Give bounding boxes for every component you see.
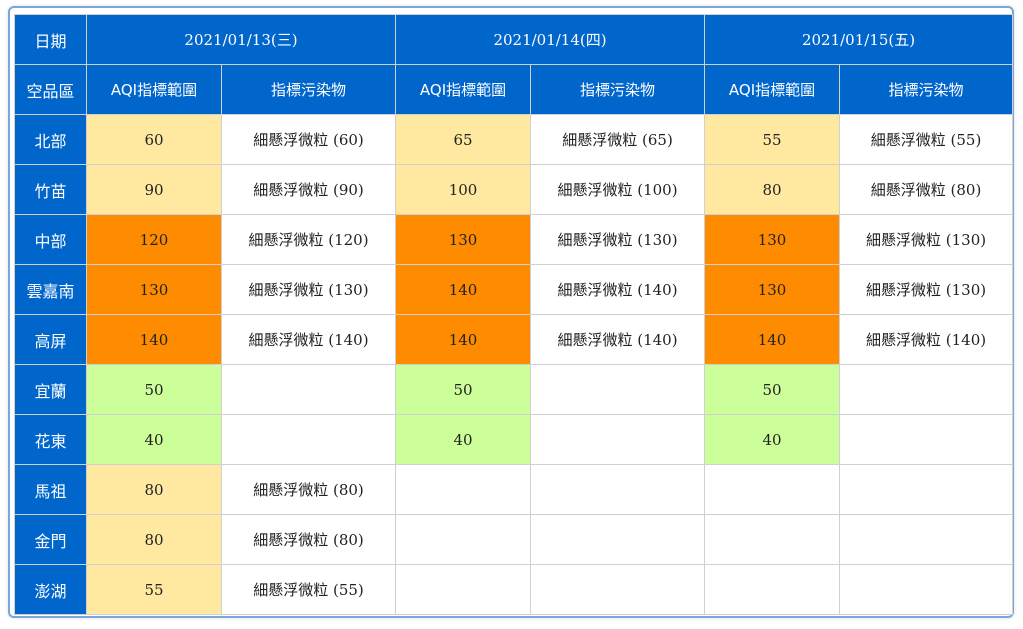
aqi-value-cell: 140 bbox=[395, 264, 532, 315]
aqi-value-cell: 130 bbox=[704, 214, 841, 265]
region-name: 竹苗 bbox=[14, 164, 87, 215]
aqi-value-cell: 80 bbox=[86, 464, 222, 515]
table-row: 中部 120 細懸浮微粒 (120) 130 細懸浮微粒 (130) 130 細懸浮微粒 (… bbox=[14, 214, 1014, 265]
pollutant-cell: 細懸浮微粒 (80) bbox=[220, 514, 397, 565]
aqi-value-cell: 90 bbox=[86, 164, 222, 215]
date-header: 2021/01/15(五) bbox=[704, 14, 1014, 65]
aqi-value-cell: 80 bbox=[704, 164, 841, 215]
table-row: 澎湖 55 細懸浮微粒 (55) bbox=[14, 564, 1014, 615]
aqi-forecast-table: 日期 2021/01/13(三) 2021/01/14(四) 2021/01/1… bbox=[14, 14, 1014, 615]
region-name: 雲嘉南 bbox=[14, 264, 87, 315]
pollutant-cell: 細懸浮微粒 (90) bbox=[220, 164, 397, 215]
aqi-value-cell bbox=[704, 464, 841, 515]
pollutant-cell: 細懸浮微粒 (130) bbox=[220, 264, 397, 315]
pollutant-cell: 細懸浮微粒 (140) bbox=[530, 264, 706, 315]
aqi-value-cell: 140 bbox=[395, 314, 532, 365]
aqi-value-cell: 80 bbox=[86, 514, 222, 565]
aqi-range-header: AQI指標範圍 bbox=[86, 64, 222, 115]
table-row: 高屏 140 細懸浮微粒 (140) 140 細懸浮微粒 (140) 140 細懸浮微粒 (… bbox=[14, 314, 1014, 365]
aqi-value-cell: 140 bbox=[86, 314, 222, 365]
pollutant-cell: 細懸浮微粒 (130) bbox=[839, 264, 1014, 315]
pollutant-cell: 細懸浮微粒 (120) bbox=[220, 214, 397, 265]
pollutant-cell bbox=[839, 364, 1014, 415]
pollutant-cell bbox=[839, 564, 1014, 615]
date-header-row: 日期 2021/01/13(三) 2021/01/14(四) 2021/01/1… bbox=[14, 14, 1014, 65]
aqi-table-body: 北部 60 細懸浮微粒 (60) 65 細懸浮微粒 (65) 55 細懸浮微粒 (55) 竹苗… bbox=[14, 114, 1014, 615]
pollutant-cell: 細懸浮微粒 (55) bbox=[220, 564, 397, 615]
aqi-value-cell: 40 bbox=[395, 414, 532, 465]
pollutant-cell bbox=[530, 464, 706, 515]
table-row: 北部 60 細懸浮微粒 (60) 65 細懸浮微粒 (65) 55 細懸浮微粒 (55) bbox=[14, 114, 1014, 165]
pollutant-cell: 細懸浮微粒 (55) bbox=[839, 114, 1014, 165]
pollutant-cell: 細懸浮微粒 (130) bbox=[839, 214, 1014, 265]
pollutant-cell: 細懸浮微粒 (140) bbox=[530, 314, 706, 365]
pollutant-cell bbox=[220, 414, 397, 465]
aqi-value-cell bbox=[395, 514, 532, 565]
aqi-value-cell: 140 bbox=[704, 314, 841, 365]
pollutant-cell bbox=[530, 564, 706, 615]
table-row: 花東 40 40 40 bbox=[14, 414, 1014, 465]
aqi-value-cell: 50 bbox=[704, 364, 841, 415]
pollutant-cell: 細懸浮微粒 (140) bbox=[220, 314, 397, 365]
pollutant-cell: 細懸浮微粒 (80) bbox=[220, 464, 397, 515]
aqi-value-cell: 55 bbox=[704, 114, 841, 165]
aqi-value-cell: 50 bbox=[86, 364, 222, 415]
pollutant-cell: 細懸浮微粒 (100) bbox=[530, 164, 706, 215]
aqi-value-cell: 130 bbox=[86, 264, 222, 315]
pollutant-cell bbox=[220, 364, 397, 415]
pollutant-cell bbox=[530, 514, 706, 565]
pollutant-cell bbox=[530, 414, 706, 465]
aqi-value-cell: 55 bbox=[86, 564, 222, 615]
pollutant-cell: 細懸浮微粒 (60) bbox=[220, 114, 397, 165]
aqi-value-cell: 65 bbox=[395, 114, 532, 165]
date-header: 2021/01/13(三) bbox=[85, 14, 397, 65]
aqi-range-header: AQI指標範圍 bbox=[704, 64, 841, 115]
pollutant-cell bbox=[839, 464, 1014, 515]
pollutant-cell: 細懸浮微粒 (140) bbox=[839, 314, 1014, 365]
table-frame bbox=[8, 6, 1014, 618]
date-header: 2021/01/14(四) bbox=[395, 14, 706, 65]
aqi-value-cell bbox=[395, 564, 532, 615]
aqi-value-cell: 40 bbox=[86, 414, 222, 465]
aqi-value-cell: 120 bbox=[86, 214, 222, 265]
pollutant-cell: 細懸浮微粒 (80) bbox=[839, 164, 1014, 215]
aqi-range-header: AQI指標範圍 bbox=[395, 64, 532, 115]
aqi-value-cell: 130 bbox=[395, 214, 532, 265]
pollutant-header: 指標污染物 bbox=[530, 64, 706, 115]
aqi-value-cell: 50 bbox=[395, 364, 532, 415]
region-name: 馬祖 bbox=[14, 464, 87, 515]
pollutant-header: 指標污染物 bbox=[220, 64, 397, 115]
region-name: 北部 bbox=[14, 114, 87, 165]
region-name: 高屏 bbox=[14, 314, 87, 365]
aqi-value-cell bbox=[704, 514, 841, 565]
pollutant-cell bbox=[839, 514, 1014, 565]
region-name: 宜蘭 bbox=[14, 364, 87, 415]
region-name: 金門 bbox=[14, 514, 87, 565]
region-name: 花東 bbox=[14, 414, 87, 465]
aqi-value-cell: 130 bbox=[704, 264, 841, 315]
pollutant-cell bbox=[839, 414, 1014, 465]
aqi-value-cell: 40 bbox=[704, 414, 841, 465]
table-row: 馬祖 80 細懸浮微粒 (80) bbox=[14, 464, 1014, 515]
pollutant-cell: 細懸浮微粒 (130) bbox=[530, 214, 706, 265]
pollutant-header: 指標污染物 bbox=[839, 64, 1014, 115]
pollutant-cell bbox=[530, 364, 706, 415]
table-row: 雲嘉南 130 細懸浮微粒 (130) 140 細懸浮微粒 (140) 130 細懸浮微粒 … bbox=[14, 264, 1014, 315]
date-label: 日期 bbox=[14, 14, 87, 65]
table-row: 竹苗 90 細懸浮微粒 (90) 100 細懸浮微粒 (100) 80 細懸浮微粒 (80) bbox=[14, 164, 1014, 215]
region-name: 澎湖 bbox=[14, 564, 87, 615]
pollutant-cell: 細懸浮微粒 (65) bbox=[530, 114, 706, 165]
aqi-value-cell: 60 bbox=[86, 114, 222, 165]
aqi-value-cell: 100 bbox=[395, 164, 532, 215]
table-row: 宜蘭 50 50 50 bbox=[14, 364, 1014, 415]
aqi-value-cell bbox=[395, 464, 532, 515]
region-name: 中部 bbox=[14, 214, 87, 265]
region-label: 空品區 bbox=[14, 64, 87, 115]
column-header-row: 空品區 AQI指標範圍 指標污染物 AQI指標範圍 指標污染物 AQI指標範圍 … bbox=[14, 64, 1014, 115]
aqi-value-cell bbox=[704, 564, 841, 615]
table-row: 金門 80 細懸浮微粒 (80) bbox=[14, 514, 1014, 565]
